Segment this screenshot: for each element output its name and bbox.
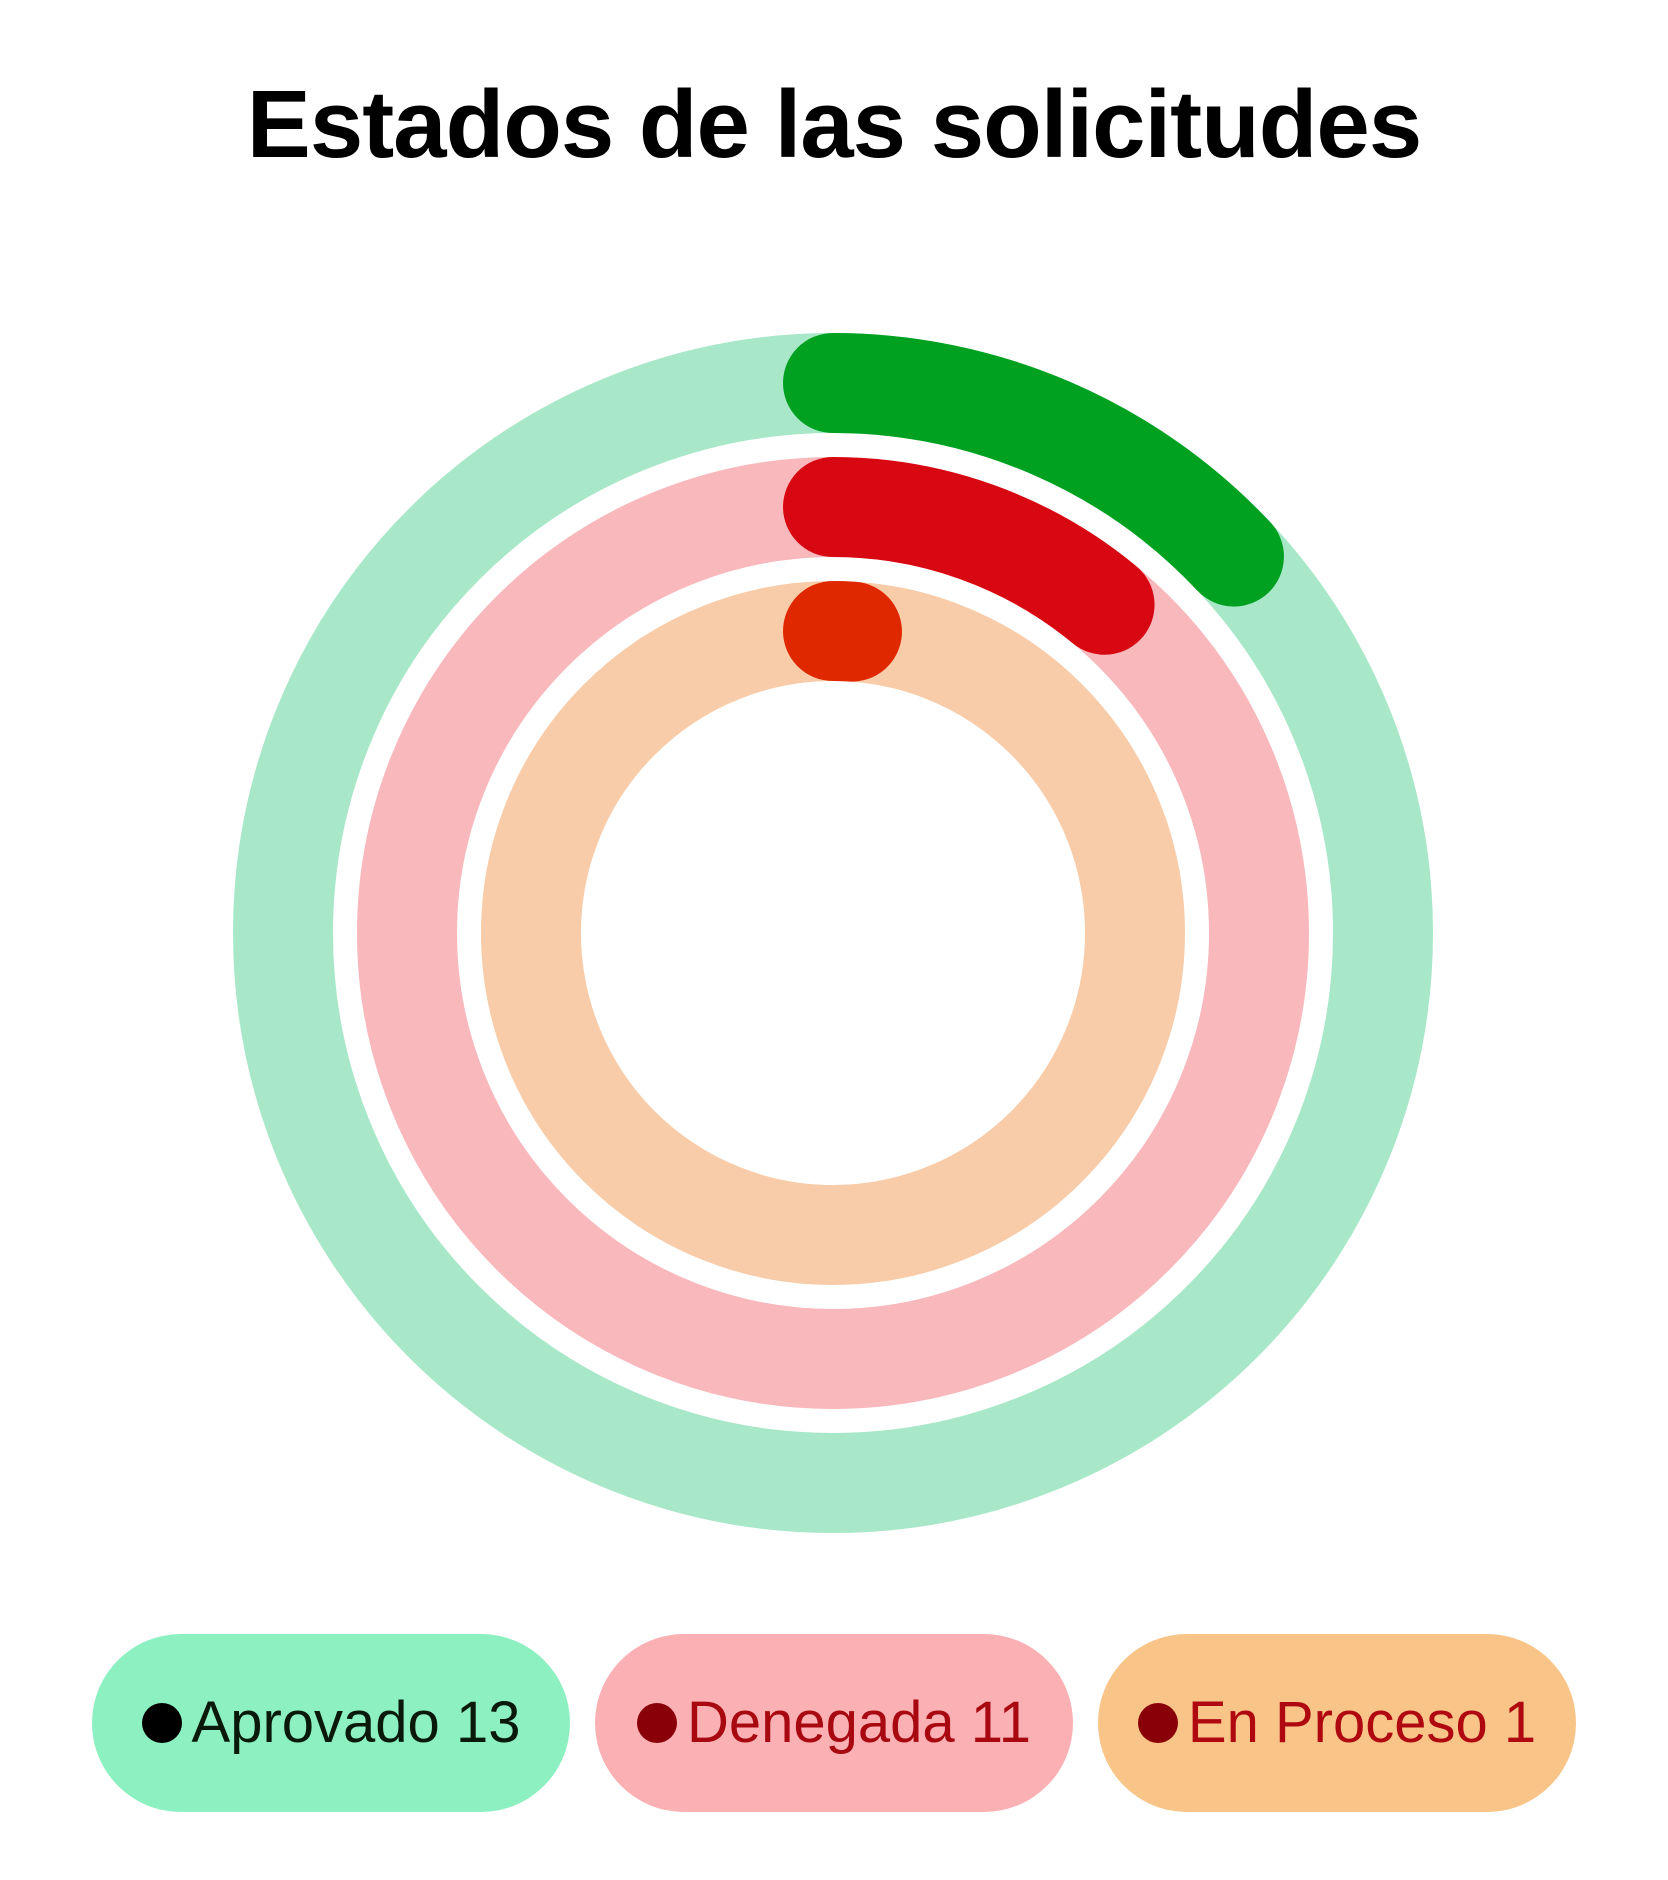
legend-label: Denegada 11: [687, 1690, 1031, 1756]
legend-dot-icon: [636, 1703, 677, 1743]
legend-series-name: Aprovado: [191, 1690, 440, 1755]
legend-series-value: 11: [970, 1690, 1032, 1755]
chart-legend: Aprovado 13 Denegada 11 En Proceso 1: [92, 1634, 1576, 1812]
legend-series-value: 1: [1503, 1690, 1537, 1755]
legend-item-en-proceso[interactable]: En Proceso 1: [1098, 1634, 1576, 1812]
legend-series-name: Denegada: [686, 1690, 955, 1755]
ring-bar-en-proceso[interactable]: [783, 581, 902, 682]
chart-title: Estados de las solicitudes: [246, 71, 1422, 178]
legend-series-value: 13: [455, 1690, 521, 1755]
ring-track-en-proceso: [481, 581, 1185, 1285]
legend-label: En Proceso 1: [1188, 1690, 1536, 1756]
legend-dot-icon: [1137, 1703, 1178, 1743]
ring-bar-aprovado[interactable]: [783, 333, 1284, 607]
legend-dot-icon: [141, 1703, 182, 1743]
legend-item-aprovado[interactable]: Aprovado 13: [92, 1634, 570, 1812]
legend-label: Aprovado 13: [192, 1690, 521, 1756]
legend-series-name: En Proceso: [1187, 1690, 1488, 1755]
ring-bar-denegada[interactable]: [783, 457, 1155, 655]
legend-item-denegada[interactable]: Denegada 11: [595, 1634, 1073, 1812]
